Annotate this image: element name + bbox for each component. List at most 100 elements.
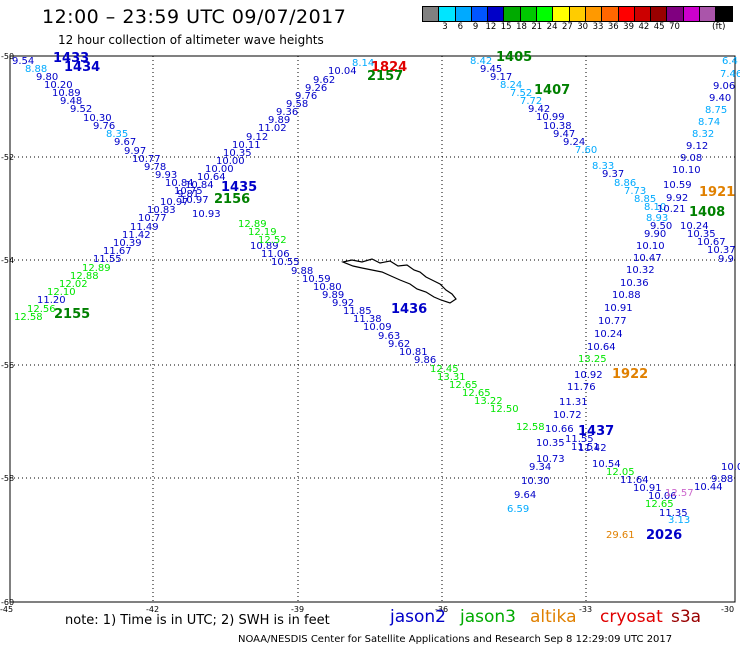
scale-label: 39 bbox=[623, 22, 635, 32]
wave-height-value: 6.59 bbox=[507, 504, 529, 515]
wave-height-value: 10.09 bbox=[363, 322, 392, 333]
wave-height-value: 10.89 bbox=[52, 88, 81, 99]
wave-height-value: 10.72 bbox=[553, 410, 582, 421]
wave-height-value: 11.85 bbox=[343, 306, 372, 317]
wave-height-value: 10.06 bbox=[648, 491, 677, 502]
wave-height-value: 10.97 bbox=[160, 197, 189, 208]
pass-time-label: 1434 bbox=[64, 60, 100, 75]
wave-height-value: 10.35 bbox=[223, 148, 252, 159]
wave-height-value: 9.92 bbox=[666, 193, 688, 204]
longitude-label: -33 bbox=[579, 605, 592, 614]
wave-height-value: 10.66 bbox=[545, 424, 574, 435]
wave-height-value: 10.83 bbox=[147, 205, 176, 216]
wave-height-value: 10.38 bbox=[543, 121, 572, 132]
wave-height-value: 10.24 bbox=[680, 221, 709, 232]
wave-height-value: 10.36 bbox=[620, 278, 649, 289]
wave-height-value: 9.62 bbox=[388, 339, 410, 350]
wave-height-value: 11.02 bbox=[258, 123, 287, 134]
wave-height-value: 9.80 bbox=[36, 72, 58, 83]
latitude-label: -58 bbox=[1, 474, 14, 483]
wave-height-value: 10.44 bbox=[694, 482, 723, 493]
color-scale bbox=[422, 6, 733, 22]
wave-height-value: 9.81 bbox=[177, 189, 199, 200]
wave-height-value: 8.42 bbox=[470, 56, 492, 67]
scale-label: 15 bbox=[500, 22, 512, 32]
wave-height-value: 10.64 bbox=[587, 342, 616, 353]
wave-height-value: 8.93 bbox=[646, 213, 668, 224]
wave-height-value: 7.73 bbox=[624, 186, 646, 197]
wave-height-value: 11.76 bbox=[567, 382, 596, 393]
wave-height-value: 10.37 bbox=[707, 245, 736, 256]
wave-height-value: 10.35 bbox=[536, 438, 565, 449]
pass-time-label: 1408 bbox=[689, 205, 725, 220]
longitude-label: -45 bbox=[0, 605, 13, 614]
wave-height-value: 10.0 bbox=[721, 462, 740, 473]
wave-height-value: 10.92 bbox=[574, 370, 603, 381]
wave-height-value: 9.50 bbox=[650, 221, 672, 232]
wave-height-value: 10.77 bbox=[132, 154, 161, 165]
wave-height-value: 11.06 bbox=[261, 249, 290, 260]
wave-height-value: 8.35 bbox=[106, 129, 128, 140]
wave-height-value: 8.24 bbox=[500, 80, 522, 91]
wave-height-value: 9.24 bbox=[563, 137, 585, 148]
wave-height-value: 8.86 bbox=[614, 178, 636, 189]
pass-time-label: 2156 bbox=[214, 192, 250, 207]
legend-jason3: jason3 bbox=[460, 607, 516, 627]
map-subtitle: 12 hour collection of altimeter wave hei… bbox=[58, 33, 324, 47]
wave-height-value: 9.26 bbox=[305, 83, 327, 94]
wave-height-value: 7.60 bbox=[575, 145, 597, 156]
pass-time-label: 1922 bbox=[612, 367, 648, 382]
wave-height-value: 10.11 bbox=[232, 140, 261, 151]
wave-height-value: 10.64 bbox=[197, 172, 226, 183]
wave-height-value: 8.32 bbox=[692, 129, 714, 140]
wave-height-value: 10.30 bbox=[83, 113, 112, 124]
wave-height-value: 9.17 bbox=[490, 72, 512, 83]
wave-height-value: 9.12 bbox=[686, 141, 708, 152]
wave-height-value: 10.81 bbox=[399, 347, 428, 358]
wave-height-value: 10.88 bbox=[612, 290, 641, 301]
wave-height-value: 9.89 bbox=[322, 290, 344, 301]
pass-time-label: 2157 bbox=[367, 69, 403, 84]
scale-label: 45 bbox=[653, 22, 665, 32]
wave-height-value: 12.65 bbox=[645, 499, 674, 510]
wave-height-value: 9.42 bbox=[528, 104, 550, 115]
scale-label: 9 bbox=[472, 22, 479, 32]
axis-labels: -50 -52 -54 -56 -58 -60-45 -42 -39 -36 -33 -30 bbox=[0, 52, 734, 614]
wave-height-value: 10.97 bbox=[180, 195, 209, 206]
pass-time-label: 2155 bbox=[54, 307, 90, 322]
scale-label: 3 bbox=[442, 22, 448, 32]
wave-height-value: 12.65 bbox=[449, 380, 478, 391]
wave-height-value: 8.14 bbox=[352, 58, 374, 69]
wave-height-value: 10.91 bbox=[604, 303, 633, 314]
wave-height-value: 10.99 bbox=[536, 112, 565, 123]
wave-height-value: 12.52 bbox=[258, 235, 287, 246]
wave-height-value: 9.08 bbox=[680, 153, 702, 164]
scale-label: 70 bbox=[669, 22, 680, 32]
latitude-label: -54 bbox=[1, 256, 14, 265]
wave-height-value: 11.64 bbox=[620, 475, 649, 486]
wave-height-value: 12.89 bbox=[82, 263, 111, 274]
wave-height-value: 10.47 bbox=[633, 253, 662, 264]
wave-height-value: 10.20 bbox=[44, 80, 73, 91]
scale-label: 21 bbox=[531, 22, 543, 32]
wave-height-value: 11.49 bbox=[130, 222, 159, 233]
scale-label: 18 bbox=[516, 22, 527, 32]
scale-label: 6 bbox=[457, 22, 464, 32]
pass-time-label: 1433 bbox=[53, 51, 89, 66]
wave-height-value: 10.77 bbox=[138, 213, 167, 224]
wave-height-value: 11.42 bbox=[578, 443, 607, 454]
wave-height-value: 10.30 bbox=[521, 476, 550, 487]
wave-height-value: 9.63 bbox=[378, 331, 400, 342]
wave-height-value: 7.52 bbox=[510, 88, 532, 99]
wave-height-value: 8.33 bbox=[592, 161, 614, 172]
wave-height-value: 8.74 bbox=[698, 117, 720, 128]
wave-height-value: 12.58 bbox=[14, 312, 43, 323]
pass-time-label: 2026 bbox=[646, 528, 682, 543]
wave-height-value: 9.45 bbox=[480, 64, 502, 75]
scale-label: 24 bbox=[546, 22, 558, 32]
wave-height-value: 12.65 bbox=[462, 388, 491, 399]
pass-time-label: 1435 bbox=[221, 180, 257, 195]
wave-height-value: 12.10 bbox=[47, 287, 76, 298]
pass-time-label: 1405 bbox=[496, 50, 532, 65]
